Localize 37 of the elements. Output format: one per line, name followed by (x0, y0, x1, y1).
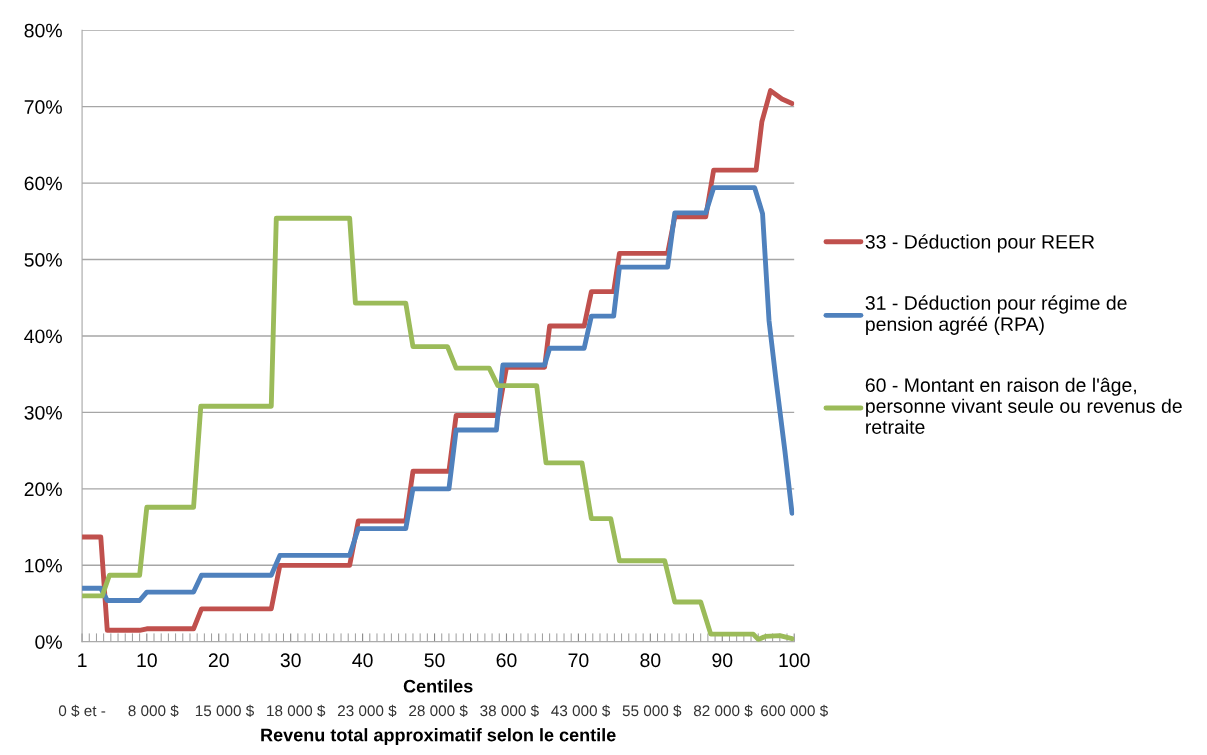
text: 38 000 $ (480, 704, 539, 718)
x-tick-label: 50 (424, 653, 445, 668)
text: 43 000 $ (551, 704, 611, 718)
text: 600 000 $ (761, 704, 828, 718)
text: 55 000 $ (622, 704, 682, 718)
text: 15 000 $ (195, 704, 254, 718)
x-tick-label: 30 (280, 653, 301, 668)
y-tick-label: 0% (35, 635, 62, 649)
y-tick-label: 60% (24, 176, 62, 191)
y-tick-label: 20% (24, 482, 62, 497)
x-tick-label: 80 (640, 653, 661, 668)
y-tick-label: 30% (24, 405, 62, 420)
x-tick-label: 1 (78, 653, 87, 667)
text: 0 $ et - (58, 704, 106, 718)
text: 82 000 $ (693, 704, 753, 718)
y-tick-label: 70% (24, 100, 62, 114)
legend-label: 33 - Déduction pour REER (865, 234, 1095, 253)
x-tick-label: 90 (712, 653, 733, 668)
text: 8 000 $ (128, 704, 179, 718)
x-tick-label: 70 (568, 653, 589, 668)
x-tick-label: 40 (352, 653, 373, 668)
y-tick-label: 10% (25, 558, 62, 573)
legend-label: 60 - Montant en raison de l'âge, personne vivant seule ou revenus de retraite (865, 377, 1182, 434)
text: 23 000 $ (337, 704, 397, 718)
y-tick-label: 50% (24, 253, 62, 267)
legend-label: 31 - Déduction pour régime de pension agréé (RPA) (865, 295, 1127, 335)
x-tick-label: 20 (208, 653, 229, 668)
y-tick-label: 40% (24, 329, 62, 344)
line-series (82, 185, 795, 603)
x-tick-label: 100 (779, 653, 810, 668)
text: 18 000 $ (267, 704, 326, 718)
y-tick-label: 80% (24, 23, 62, 38)
text: 28 000 $ (409, 704, 468, 718)
text: Revenu total approximatif selon le centile (261, 728, 616, 745)
x-axis-title: Centiles (403, 679, 473, 693)
x-tick-label: 10 (137, 653, 157, 668)
x-tick-label: 60 (496, 653, 517, 668)
